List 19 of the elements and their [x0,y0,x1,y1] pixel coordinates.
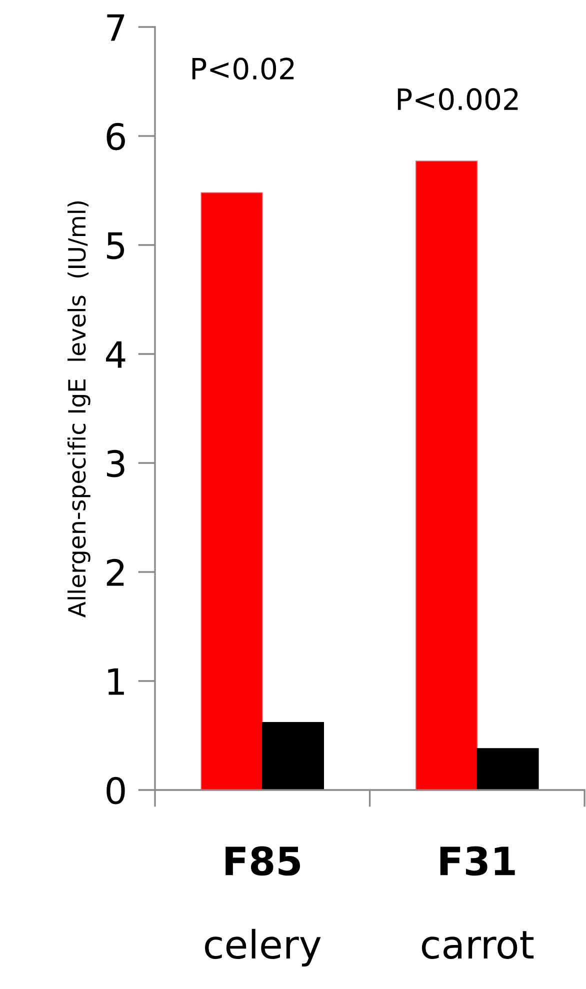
y-axis-title: Allergen-specific IgE levels (IU/ml) [68,201,90,618]
bar [200,192,263,790]
y-tick-label: 0 [106,776,125,804]
bar [476,748,539,790]
y-tick-label: 5 [107,232,124,260]
x-tick-label: F85 [226,846,300,876]
annotation: P<0.002 [398,88,518,110]
bar [262,722,324,790]
y-tick-label: 4 [106,341,126,368]
y-tick-label: 1 [108,668,124,695]
annotation: P<0.02 [192,58,294,80]
text: celery [205,928,321,967]
y-tick-label: 3 [106,450,124,478]
y-tick-label: 2 [106,558,124,586]
y-tick-label: 6 [106,122,125,150]
text: carrot [422,931,534,960]
y-tick-label: 7 [107,14,124,41]
bar [416,160,478,790]
x-tick-label: F31 [440,846,515,876]
